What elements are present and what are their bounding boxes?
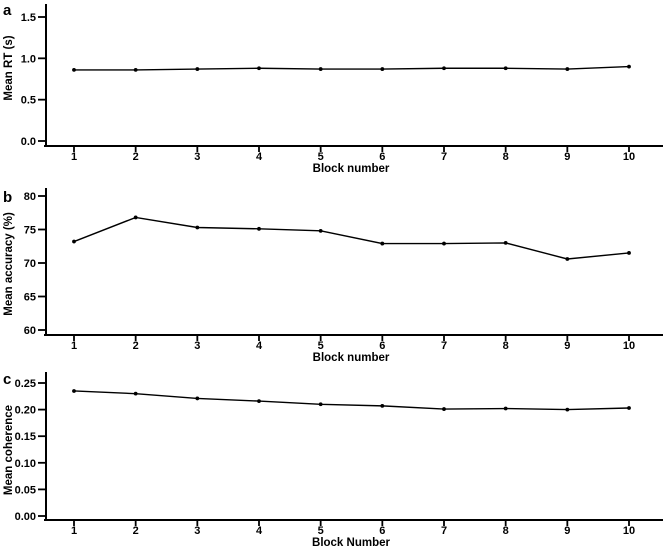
data-point: [627, 406, 631, 410]
data-point: [72, 239, 76, 244]
panel-letter: a: [3, 2, 12, 19]
x-tick-label: 6: [379, 340, 385, 352]
y-tick-label: 75: [24, 225, 36, 237]
x-tick-label: 10: [623, 151, 635, 163]
data-line: [73, 390, 630, 411]
data-point: [72, 68, 76, 72]
x-tick-label: 1: [71, 151, 77, 163]
y-axis-title: Mean coherence: [3, 405, 15, 495]
data-point: [380, 67, 385, 71]
data-point: [503, 66, 508, 71]
x-tick-label: 5: [318, 340, 324, 352]
mean-coherence-chart: 0.00 0.05 0.10 0.15 0.20 0.25 1 2 3 4 5 6 7 8 9 10 Block…: [3, 371, 663, 549]
x-tick-label: 9: [564, 151, 570, 163]
x-tick-label: 8: [503, 525, 509, 537]
x-tick-label: 8: [503, 340, 509, 352]
x-tick-label: 2: [133, 151, 139, 163]
y-tick-label: 65: [24, 292, 36, 304]
data-point: [318, 402, 323, 407]
panel-a: 0.0 0.5 1.0 1.5 1 2 3 4 5 6 7 8 9 10 Block number Mean …: [0, 0, 669, 184]
y-axis-title: Mean RT (s): [3, 35, 15, 100]
data-point: [503, 406, 508, 411]
x-tick-label: 7: [441, 151, 447, 163]
data-point: [318, 67, 323, 71]
y-tick-label: 1.5: [21, 12, 36, 24]
x-tick-label: 3: [194, 525, 200, 537]
y-tick-label: 0.00: [15, 511, 36, 523]
y-tick-label: 60: [24, 325, 36, 337]
panel-b: 60 65 70 75 80 1 2 3 4 5 6 7 8 9 10 Block number Mean ac…: [0, 184, 669, 368]
y-tick-label: 80: [24, 191, 36, 203]
x-tick-label: 10: [623, 525, 635, 537]
x-tick-label: 5: [318, 151, 324, 163]
x-tick-label: 7: [441, 340, 447, 352]
data-point: [257, 226, 261, 231]
x-tick-label: 4: [256, 525, 263, 537]
data-point: [133, 68, 138, 72]
data-point: [195, 67, 200, 71]
x-tick-label: 9: [564, 340, 570, 352]
x-tick-label: 3: [194, 340, 200, 352]
data-point: [257, 66, 261, 71]
data-point: [442, 66, 446, 71]
mean-rt-chart: 0.0 0.5 1.0 1.5 1 2 3 4 5 6 7 8 9 10 Block number Mean …: [3, 2, 663, 175]
data-point: [72, 389, 76, 393]
x-tick-label: 9: [564, 525, 570, 537]
data-point: [442, 407, 446, 411]
panel-letter: c: [3, 371, 11, 388]
x-tick-label: 6: [379, 151, 385, 163]
x-axis-title: Block Number: [312, 537, 390, 549]
x-tick-label: 1: [71, 340, 77, 352]
y-tick-label: 0.15: [15, 431, 36, 443]
y-tick-label: 0.5: [21, 95, 36, 107]
data-point: [257, 399, 261, 403]
data-point: [133, 215, 138, 220]
data-point: [442, 241, 446, 246]
mean-accuracy-chart: 60 65 70 75 80 1 2 3 4 5 6 7 8 9 10 Block number Mean ac…: [3, 188, 663, 364]
data-point: [380, 241, 385, 246]
x-tick-label: 5: [318, 525, 324, 537]
x-tick-label: 1: [71, 525, 77, 537]
x-tick-label: 4: [256, 151, 263, 163]
y-tick-label: 0.20: [15, 405, 36, 417]
data-point: [195, 225, 200, 230]
y-tick-label: 0.05: [15, 484, 36, 496]
data-point: [503, 241, 508, 245]
data-line: [73, 216, 630, 260]
y-tick-label: 1.0: [21, 53, 36, 65]
x-tick-label: 8: [503, 151, 509, 163]
y-tick-label: 70: [24, 258, 36, 270]
data-point: [627, 64, 631, 69]
data-point: [133, 391, 138, 396]
y-axis-title: Mean accuracy (%): [3, 212, 15, 316]
x-tick-label: 6: [379, 525, 385, 537]
x-axis-title: Block number: [313, 352, 390, 364]
panel-letter: b: [3, 189, 12, 206]
x-tick-label: 4: [256, 340, 263, 352]
y-tick-label: 0.0: [21, 136, 36, 148]
data-line: [74, 65, 630, 71]
x-tick-label: 2: [133, 340, 139, 352]
x-axis-title: Block number: [313, 163, 390, 175]
panel-c: 0.00 0.05 0.10 0.15 0.20 0.25 1 2 3 4 5 6 7 8 9 10 Block…: [0, 368, 669, 553]
x-tick-label: 10: [623, 340, 635, 352]
data-point: [195, 396, 200, 401]
data-point: [380, 403, 385, 408]
data-point: [318, 228, 323, 233]
data-point: [565, 257, 570, 261]
data-point: [565, 67, 570, 71]
x-tick-label: 2: [133, 525, 139, 537]
y-tick-label: 0.10: [15, 458, 36, 470]
data-point: [565, 407, 570, 412]
x-tick-label: 7: [441, 525, 447, 537]
y-tick-label: 0.25: [15, 378, 36, 390]
data-point: [627, 251, 631, 255]
x-tick-label: 3: [194, 151, 200, 163]
